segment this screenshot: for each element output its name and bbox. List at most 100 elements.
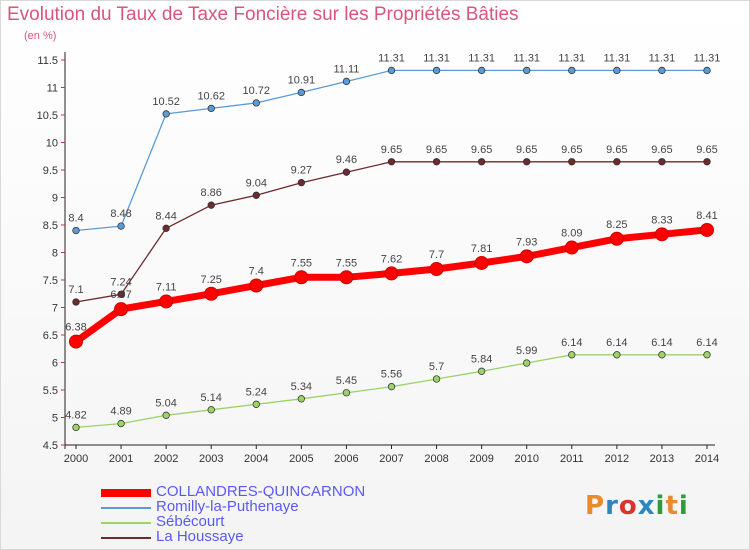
data-label: 8.33 xyxy=(651,214,672,226)
data-label: 7.25 xyxy=(201,274,222,286)
proxiti-logo: Proxiti xyxy=(585,491,689,521)
data-label: 7.55 xyxy=(336,257,357,269)
data-label: 6.14 xyxy=(696,337,717,349)
data-label: 10.62 xyxy=(197,90,225,102)
y-tick-label: 10.5 xyxy=(37,110,58,122)
x-tick-label: 2009 xyxy=(469,453,493,465)
data-label: 7.4 xyxy=(249,266,264,278)
data-point xyxy=(703,158,711,166)
x-tick-label: 2004 xyxy=(244,453,268,465)
legend-label: La Houssaye xyxy=(156,528,244,545)
data-point xyxy=(252,400,260,408)
data-label: 11.31 xyxy=(558,52,585,64)
data-label: 8.25 xyxy=(606,219,627,231)
y-tick-label: 8 xyxy=(52,248,58,260)
data-label: 5.04 xyxy=(155,397,176,409)
data-label: 6.14 xyxy=(606,337,627,349)
y-tick-label: 9 xyxy=(52,193,58,205)
y-tick-label: 10 xyxy=(46,138,58,150)
data-label: 5.24 xyxy=(246,386,267,398)
data-label: 7.11 xyxy=(156,281,177,293)
data-point xyxy=(519,249,534,264)
data-point xyxy=(700,222,714,237)
y-tick-label: 7.5 xyxy=(43,275,58,287)
data-point xyxy=(658,158,666,166)
data-point xyxy=(474,255,489,270)
data-label: 11.31 xyxy=(468,52,495,64)
y-tick-label: 5.5 xyxy=(43,385,58,397)
data-point xyxy=(429,262,444,276)
data-label: 9.65 xyxy=(561,144,582,156)
data-label: 4.82 xyxy=(65,409,86,421)
data-label: 11.31 xyxy=(378,52,405,64)
data-label: 6.14 xyxy=(561,337,582,349)
data-point xyxy=(297,395,306,403)
data-point xyxy=(72,423,80,432)
data-point xyxy=(342,389,351,397)
data-point xyxy=(207,201,215,209)
data-point xyxy=(387,158,396,166)
y-tick-label: 6.5 xyxy=(43,330,58,342)
data-point xyxy=(432,66,441,75)
x-tick-label: 2006 xyxy=(334,453,358,465)
data-label: 11.31 xyxy=(513,52,540,64)
data-label: 6.14 xyxy=(651,337,672,349)
data-point xyxy=(387,66,396,75)
y-tick-label: 8.5 xyxy=(43,220,58,232)
data-point xyxy=(297,178,306,187)
data-point xyxy=(162,224,170,232)
data-point xyxy=(162,411,170,419)
data-label: 11.11 xyxy=(333,63,359,75)
data-point xyxy=(654,227,669,242)
y-tick-label: 11.5 xyxy=(37,55,58,67)
data-point xyxy=(294,270,309,285)
data-point xyxy=(204,286,219,301)
data-label: 9.65 xyxy=(696,144,717,156)
data-label: 9.04 xyxy=(246,177,267,189)
x-tick-label: 2012 xyxy=(605,453,629,465)
y-tick-label: 5 xyxy=(52,413,58,425)
series-line-sebecourt xyxy=(75,354,707,429)
data-point xyxy=(564,240,579,255)
legend-label: COLLANDRES-QUINCARNON xyxy=(156,483,366,500)
data-label: 5.7 xyxy=(429,361,444,373)
data-point xyxy=(387,383,396,391)
data-point xyxy=(523,359,531,367)
x-tick-label: 2000 xyxy=(64,453,88,465)
legend-label: Sébécourt xyxy=(156,513,225,530)
data-label: 7.62 xyxy=(381,253,402,265)
data-point xyxy=(613,351,621,359)
data-point xyxy=(297,88,306,97)
x-tick-label: 2003 xyxy=(199,453,223,465)
chart-title: Evolution du Taux de Taxe Foncière sur l… xyxy=(7,4,519,25)
data-label: 4.89 xyxy=(110,406,131,418)
data-label: 11.31 xyxy=(649,52,676,64)
data-label: 9.65 xyxy=(651,144,672,156)
data-point xyxy=(477,367,486,375)
data-point xyxy=(117,222,125,230)
data-label: 6.38 xyxy=(65,322,86,334)
data-label: 11.31 xyxy=(694,52,721,64)
data-point xyxy=(658,66,666,75)
data-label: 7.24 xyxy=(110,276,131,288)
data-point xyxy=(613,158,621,166)
data-label: 5.45 xyxy=(336,375,357,387)
x-tick-label: 2010 xyxy=(514,453,538,465)
chart-unit: (en %) xyxy=(24,30,57,42)
data-point xyxy=(432,158,441,166)
x-tick-label: 2001 xyxy=(109,453,133,465)
data-label: 5.34 xyxy=(291,381,312,393)
data-point xyxy=(609,231,624,246)
data-point xyxy=(703,351,711,359)
data-label: 9.65 xyxy=(516,144,537,156)
data-point xyxy=(252,99,260,107)
data-point xyxy=(339,270,354,285)
data-point xyxy=(342,168,351,176)
data-label: 7.55 xyxy=(291,257,312,269)
data-label: 8.4 xyxy=(68,213,83,225)
data-label: 10.72 xyxy=(243,85,271,97)
data-point xyxy=(568,66,576,75)
data-point xyxy=(477,158,486,166)
